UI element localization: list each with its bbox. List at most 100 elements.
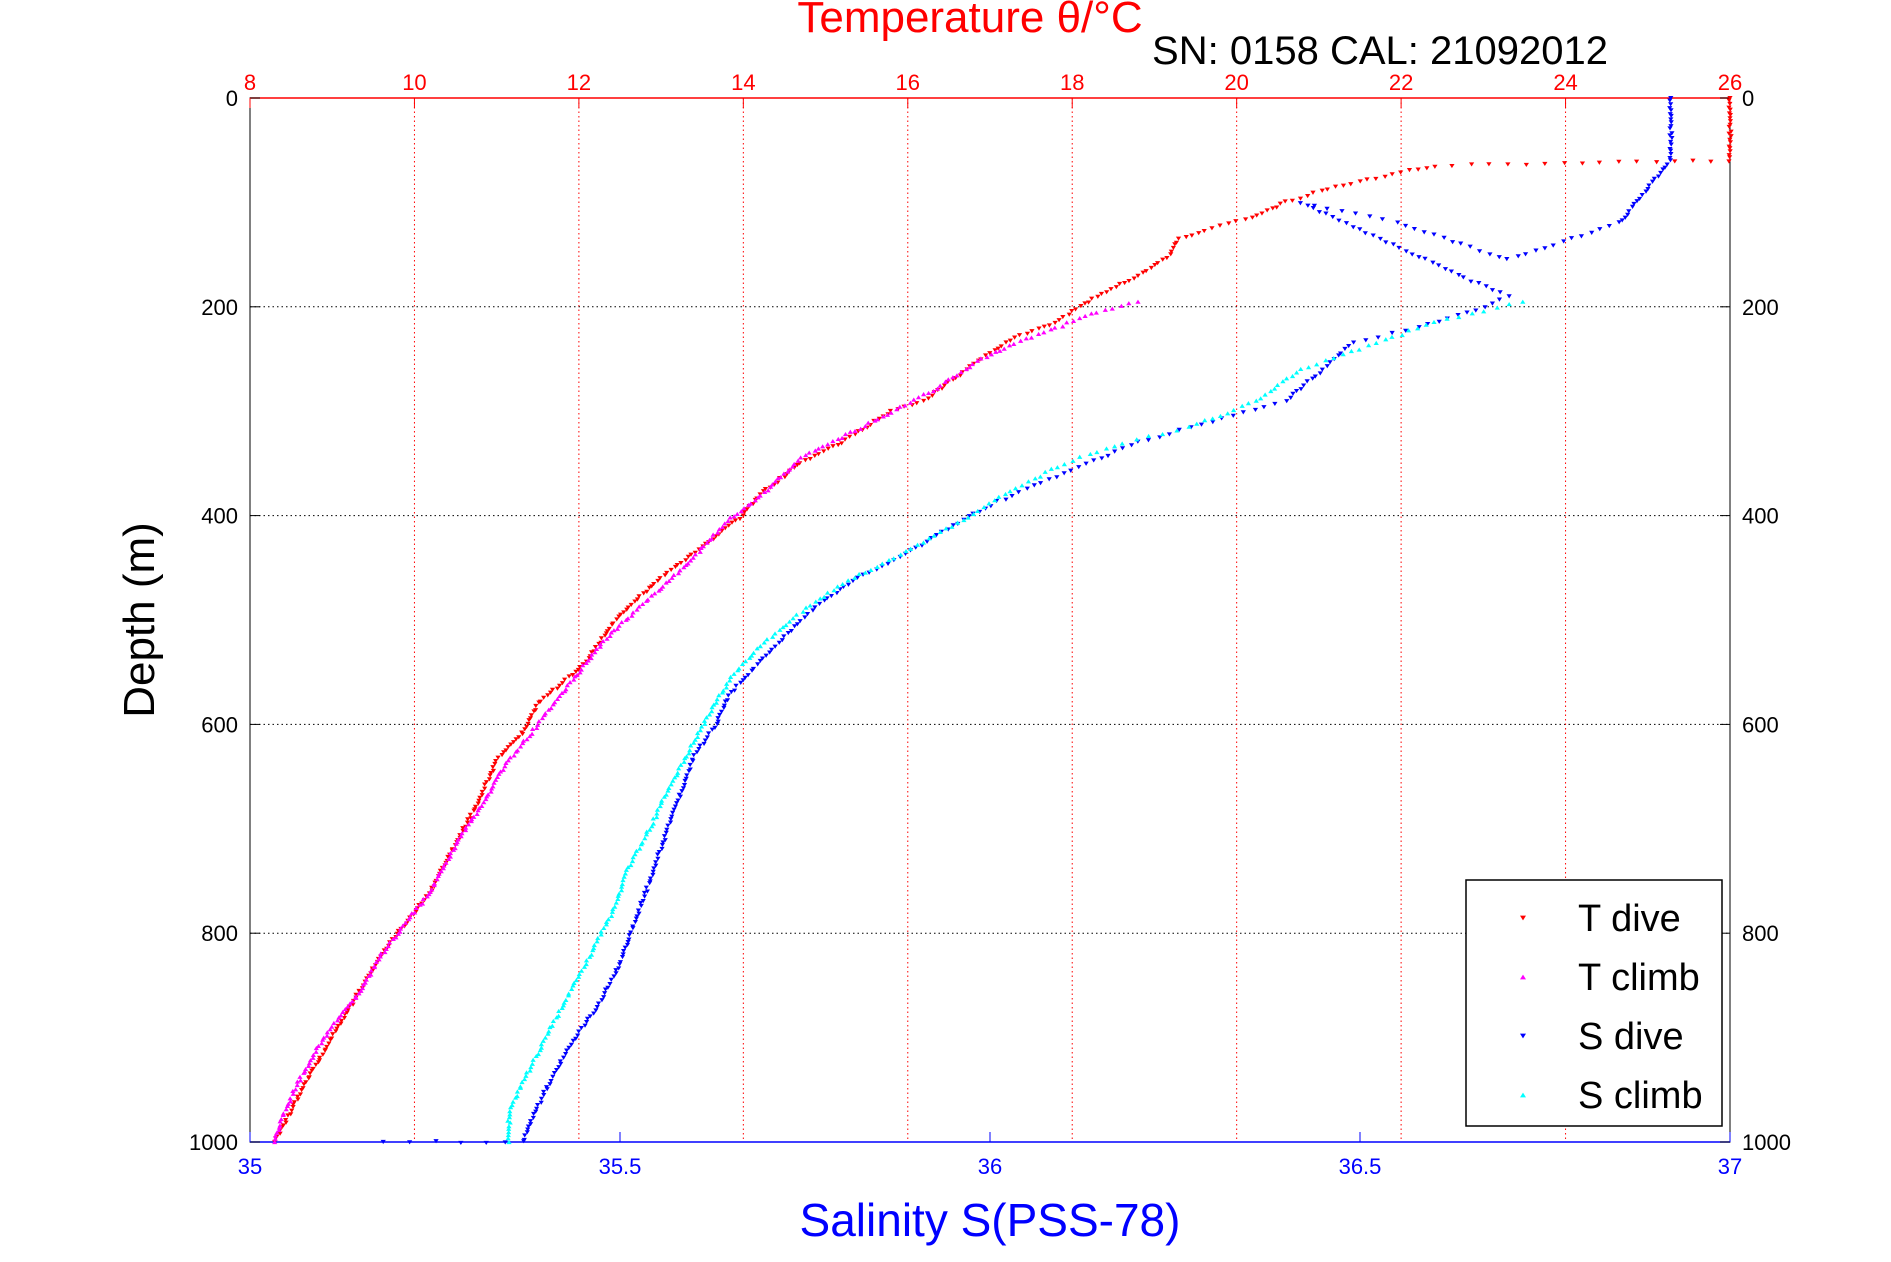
data-point [1166, 432, 1173, 437]
data-point [655, 578, 661, 584]
data-point [1336, 353, 1342, 358]
data-point [288, 1112, 294, 1117]
data-point [1336, 218, 1342, 223]
data-point [1170, 245, 1176, 251]
data-point [715, 719, 721, 724]
data-point [1016, 333, 1023, 338]
data-point [1727, 96, 1733, 101]
data-point [506, 1115, 513, 1120]
data-point [320, 1037, 326, 1042]
data-point [1089, 296, 1095, 301]
data-point [1415, 326, 1421, 331]
data-point [943, 526, 949, 531]
legend-marker [1520, 974, 1526, 980]
data-point [569, 986, 575, 991]
data-point [950, 375, 956, 380]
data-point [1669, 131, 1675, 136]
data-point [580, 663, 586, 668]
data-point [697, 743, 703, 748]
data-point [290, 1091, 296, 1096]
data-point [840, 581, 846, 587]
data-point [412, 910, 418, 915]
data-point [834, 584, 841, 589]
data-point [1201, 229, 1207, 234]
depth-tick-label-left: 600 [201, 712, 238, 737]
data-point [528, 713, 535, 718]
data-point [1339, 209, 1345, 214]
data-point [435, 873, 441, 879]
data-point [659, 842, 666, 848]
legend-marker [1520, 1033, 1526, 1039]
data-point [992, 498, 998, 503]
data-point [981, 504, 987, 510]
data-point [782, 475, 788, 480]
data-point [919, 543, 925, 548]
data-point [835, 436, 841, 441]
data-point [556, 683, 563, 688]
data-point [604, 629, 610, 634]
data-point [702, 721, 708, 726]
data-point [748, 501, 754, 506]
data-point [698, 545, 704, 551]
data-point [607, 633, 613, 638]
data-point [540, 1089, 547, 1095]
data-point [711, 702, 717, 707]
data-point [479, 803, 485, 808]
data-point [791, 624, 798, 629]
data-point [338, 1018, 345, 1024]
data-point [634, 914, 640, 919]
data-point [1324, 206, 1330, 211]
data-point [992, 348, 998, 353]
data-point [584, 1019, 590, 1025]
data-point [1304, 379, 1310, 384]
data-point [852, 575, 858, 580]
data-point [937, 529, 943, 534]
data-point [963, 367, 970, 372]
data-point [315, 1060, 322, 1065]
data-point [507, 1109, 513, 1114]
data-point [476, 798, 482, 803]
data-point [598, 636, 604, 641]
data-point [383, 946, 389, 952]
data-point [795, 458, 801, 463]
data-point [741, 510, 748, 515]
data-point [583, 958, 590, 963]
data-point [681, 783, 688, 788]
data-point [330, 1032, 336, 1037]
data-point [609, 909, 615, 914]
data-point [1456, 314, 1462, 320]
data-point [1029, 329, 1035, 334]
data-point [1494, 305, 1500, 310]
data-point [413, 905, 419, 910]
data-point [665, 823, 671, 828]
data-point [490, 768, 497, 774]
data-point [925, 390, 932, 396]
data-point [1631, 201, 1637, 207]
legend-marker [1520, 1092, 1526, 1098]
data-point [310, 1055, 316, 1060]
data-point [1616, 220, 1622, 225]
data-point [1300, 383, 1307, 388]
data-point [1070, 318, 1077, 324]
data-point [714, 697, 720, 702]
data-point [295, 1097, 301, 1102]
data-point [794, 622, 801, 627]
data-point [566, 1045, 572, 1050]
data-point [277, 1119, 283, 1124]
data-point [1174, 428, 1180, 433]
data-point [1069, 308, 1075, 314]
data-point [597, 644, 603, 649]
data-point [1037, 474, 1044, 479]
data-point [570, 1038, 576, 1043]
data-point [1727, 107, 1733, 112]
data-point [315, 1043, 322, 1048]
data-point [291, 1100, 298, 1105]
data-point [690, 555, 696, 560]
data-point [858, 426, 864, 431]
data-point [326, 1041, 332, 1046]
data-point [598, 932, 604, 937]
data-point [533, 1109, 539, 1114]
data-point [1366, 343, 1372, 348]
data-point [1164, 255, 1170, 261]
